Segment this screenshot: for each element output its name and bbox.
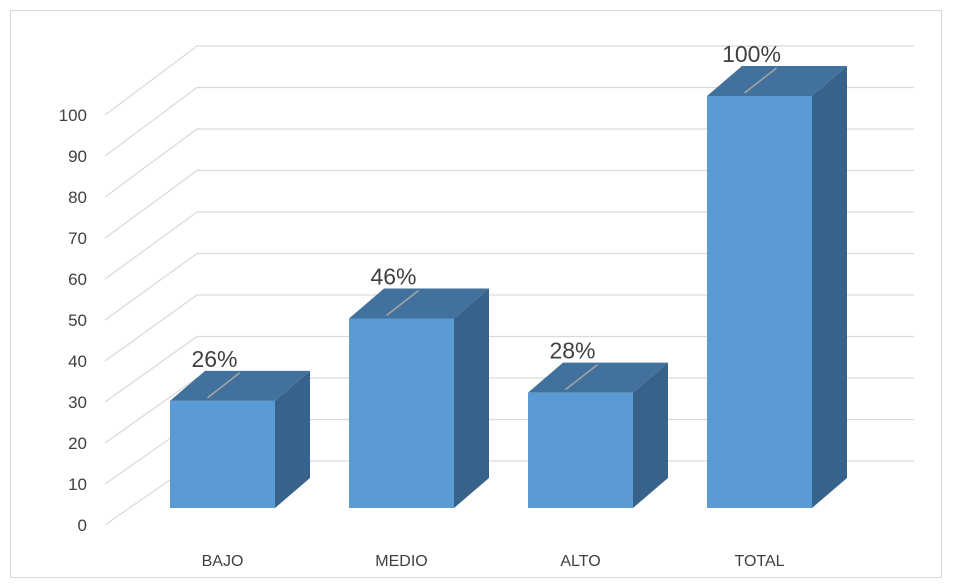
bars — [170, 66, 847, 508]
y-tick-label: 50 — [68, 311, 87, 330]
y-tick-label: 10 — [68, 475, 87, 494]
bar-alto — [528, 362, 668, 508]
y-tick-label: 100 — [59, 106, 87, 125]
bar-total — [707, 66, 847, 508]
x-category-label: BAJO — [202, 553, 244, 570]
bar-front-face — [170, 400, 275, 508]
gridline-80 — [104, 128, 914, 198]
gridline-40 — [104, 294, 914, 362]
bar-medio — [349, 288, 489, 508]
data-label-leader — [207, 372, 240, 399]
y-tick-label: 80 — [68, 188, 87, 207]
bar-top-face — [349, 288, 489, 319]
bar-side-face — [812, 66, 847, 508]
bar-front-face — [707, 96, 812, 508]
data-label: 46% — [370, 263, 416, 289]
bar-side-face — [633, 362, 668, 508]
y-tick-label: 30 — [68, 393, 87, 412]
gridline-90 — [104, 86, 914, 157]
bar-side-face — [275, 370, 310, 508]
x-axis-categories: BAJO MEDIO ALTO TOTAL — [202, 553, 785, 570]
gridline-60 — [104, 211, 914, 280]
data-label-leader — [565, 364, 598, 391]
bar-front-face — [528, 392, 633, 508]
x-category-label: TOTAL — [734, 553, 784, 570]
bar-bajo — [170, 370, 310, 508]
data-labels: 26% 46% 28% 100% — [191, 41, 781, 399]
y-tick-label: 70 — [68, 229, 87, 248]
bar-side-face — [454, 288, 489, 508]
gridline-50 — [104, 252, 914, 321]
y-tick-label: 0 — [78, 516, 87, 535]
y-tick-label: 20 — [68, 434, 87, 453]
bar-top-face — [528, 362, 668, 393]
bar-front-face — [349, 318, 454, 508]
gridline-30 — [104, 335, 914, 403]
gridlines — [104, 45, 914, 526]
x-category-label: MEDIO — [375, 553, 427, 570]
data-label: 28% — [549, 338, 595, 364]
gridline-100 — [104, 45, 914, 116]
y-tick-label: 60 — [68, 270, 87, 289]
data-label-leader — [744, 67, 777, 94]
bar-top-face — [707, 66, 847, 96]
gridline-70 — [104, 169, 914, 239]
y-tick-label: 90 — [68, 147, 87, 166]
data-label-leader — [386, 289, 419, 317]
x-category-label: ALTO — [560, 553, 600, 570]
data-label: 100% — [722, 41, 781, 67]
y-tick-label: 40 — [68, 352, 87, 371]
data-label: 26% — [191, 346, 237, 372]
bar-top-face — [170, 370, 310, 401]
y-axis-ticks: 0 10 20 30 40 50 60 70 80 90 100 — [59, 106, 87, 535]
